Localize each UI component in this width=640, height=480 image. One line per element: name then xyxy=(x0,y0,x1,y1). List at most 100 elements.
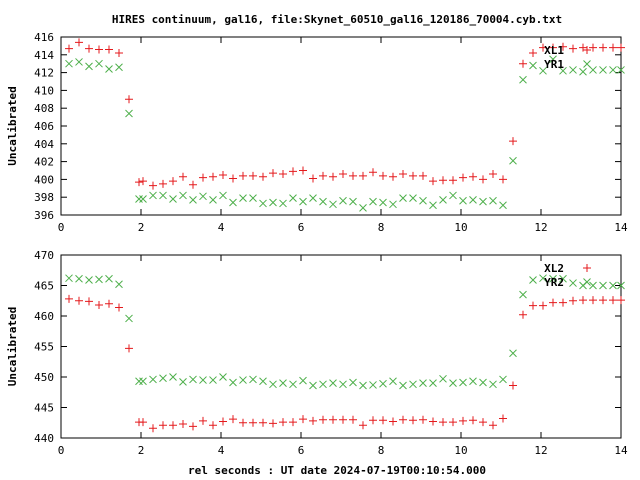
data-point xyxy=(579,296,587,305)
data-point xyxy=(169,421,177,430)
data-point xyxy=(95,45,103,54)
data-point xyxy=(279,199,287,208)
data-point xyxy=(249,194,257,202)
data-point xyxy=(617,296,625,305)
data-point xyxy=(379,171,387,180)
data-point xyxy=(499,201,507,210)
data-point xyxy=(349,197,357,206)
data-point xyxy=(209,421,217,430)
data-point xyxy=(269,198,277,207)
data-point xyxy=(449,379,457,387)
data-point xyxy=(229,378,237,387)
data-point xyxy=(479,418,487,427)
data-point xyxy=(569,296,577,305)
data-point xyxy=(599,296,607,305)
data-point xyxy=(199,416,207,425)
data-point xyxy=(519,59,527,68)
data-point xyxy=(199,173,207,182)
data-point xyxy=(429,417,437,426)
data-point xyxy=(115,63,123,72)
data-point xyxy=(179,378,187,386)
y-axis-label: Uncalibrated xyxy=(6,307,19,386)
data-point xyxy=(569,279,577,287)
data-point xyxy=(339,196,347,205)
data-point xyxy=(439,374,447,383)
data-point xyxy=(239,171,247,180)
x-tick-label: 12 xyxy=(534,444,547,457)
data-point xyxy=(65,59,73,68)
data-point xyxy=(409,416,417,425)
legend-marker xyxy=(583,278,591,286)
data-point xyxy=(529,276,537,284)
data-point xyxy=(279,379,287,387)
data-point xyxy=(149,424,157,433)
data-point xyxy=(209,196,217,204)
data-point xyxy=(509,381,517,390)
data-point xyxy=(125,314,133,323)
x-tick-label: 4 xyxy=(218,444,225,457)
data-point xyxy=(349,171,357,180)
data-point xyxy=(249,418,257,427)
data-point xyxy=(599,281,607,290)
data-point xyxy=(219,373,227,381)
data-point xyxy=(389,417,397,426)
data-point xyxy=(269,380,277,389)
y-tick-label: 400 xyxy=(34,173,54,186)
data-point xyxy=(589,43,597,52)
data-point xyxy=(617,66,625,74)
data-point xyxy=(179,172,187,181)
data-point xyxy=(309,174,317,183)
data-point xyxy=(279,418,287,427)
data-point xyxy=(609,296,617,305)
data-point xyxy=(469,377,477,386)
data-point xyxy=(509,349,517,358)
data-point xyxy=(179,191,187,200)
data-point xyxy=(409,194,417,202)
legend-marker xyxy=(583,46,591,54)
data-point xyxy=(449,176,457,185)
data-point xyxy=(539,301,547,310)
data-point xyxy=(429,201,437,210)
data-point xyxy=(139,177,147,186)
data-point xyxy=(259,172,267,181)
data-point xyxy=(249,375,257,384)
chart-panel-1: 396 398 400 402 404 406 408 410 412 414 416 0 2 4 6 8 10… xyxy=(6,31,628,234)
y-tick-label: 406 xyxy=(34,120,54,133)
data-point xyxy=(199,376,207,384)
series-yr2 xyxy=(65,274,625,390)
y-tick-label: 402 xyxy=(34,156,54,169)
data-point xyxy=(299,197,307,206)
x-tick-label: 10 xyxy=(454,221,467,234)
data-point xyxy=(419,171,427,180)
data-point xyxy=(139,195,147,203)
data-point xyxy=(439,196,447,204)
x-tick-label: 4 xyxy=(218,221,225,234)
data-point xyxy=(289,167,297,176)
data-point xyxy=(189,422,197,431)
data-point xyxy=(309,194,317,202)
data-point xyxy=(249,171,257,180)
data-point xyxy=(289,418,297,427)
data-point xyxy=(589,281,597,290)
data-point xyxy=(169,373,177,381)
data-point xyxy=(95,275,103,284)
y-axis-label: Uncalibrated xyxy=(6,86,19,165)
series-xl1 xyxy=(65,38,625,190)
y-tick-label: 396 xyxy=(34,209,54,222)
data-point xyxy=(449,191,457,200)
data-point xyxy=(319,415,327,424)
data-point xyxy=(85,276,93,284)
data-point xyxy=(429,379,437,387)
data-point xyxy=(105,65,113,73)
y-tick-label: 410 xyxy=(34,84,54,97)
x-tick-label: 6 xyxy=(298,444,305,457)
data-point xyxy=(159,179,167,188)
data-point xyxy=(429,177,437,186)
data-point xyxy=(229,415,237,424)
x-tick-label: 8 xyxy=(378,444,385,457)
data-point xyxy=(559,42,567,51)
data-point xyxy=(279,170,287,179)
data-point xyxy=(529,301,537,310)
data-point xyxy=(95,59,103,68)
